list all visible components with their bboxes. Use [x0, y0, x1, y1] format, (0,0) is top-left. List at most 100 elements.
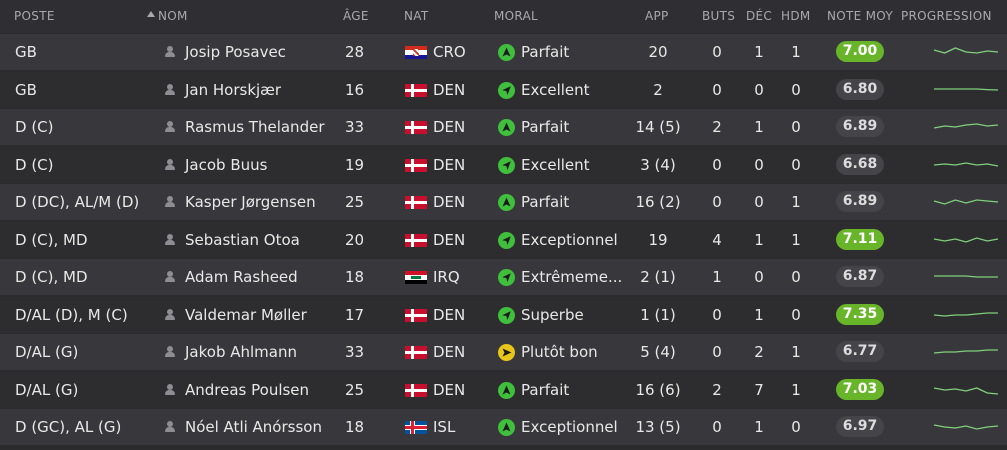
table-row[interactable]: D/AL (G) Andreas Poulsen 25 DEN Parfait 16 (6…	[0, 372, 1007, 408]
player-motm: 1	[791, 381, 801, 399]
player-nationality[interactable]: IRQ	[433, 268, 460, 286]
player-name[interactable]: Jakob Ahlmann	[185, 343, 297, 361]
col-header-app[interactable]: APP	[645, 9, 669, 23]
iraq-flag	[405, 271, 427, 284]
player-age: 18	[345, 268, 365, 286]
progression-line	[933, 312, 998, 317]
player-nationality[interactable]: DEN	[433, 231, 466, 249]
player-name[interactable]: Andreas Poulsen	[185, 381, 310, 399]
col-header-nat[interactable]: NAT	[404, 9, 429, 23]
table-row[interactable]: D/AL (G) Jakob Ahlmann 33 DEN Plutôt bon 5 (4…	[0, 334, 1007, 370]
player-name[interactable]: Sebastian Otoa	[185, 231, 300, 249]
progression-line	[933, 387, 999, 395]
player-name[interactable]: Adam Rasheed	[185, 268, 298, 286]
player-appearances: 13 (5)	[635, 418, 681, 436]
player-morale: Excellent	[521, 81, 590, 99]
player-assists: 7	[754, 381, 764, 399]
player-name[interactable]: Valdemar Møller	[185, 306, 307, 324]
person-icon	[164, 384, 175, 396]
player-name[interactable]: Josip Posavec	[185, 43, 286, 61]
average-rating-badge: 6.68	[836, 154, 884, 175]
player-position: D/AL (G)	[15, 381, 79, 399]
col-header-hdm[interactable]: HDM	[781, 9, 811, 23]
table-row[interactable]: D (DC), AL/M (D) Kasper Jørgensen 25 DEN Par…	[0, 184, 1007, 220]
morale-up-icon	[498, 44, 515, 61]
player-position: GB	[15, 81, 37, 99]
player-assists: 0	[754, 156, 764, 174]
player-goals: 2	[712, 381, 722, 399]
player-appearances: 14 (5)	[635, 118, 681, 136]
player-name[interactable]: Rasmus Thelander	[185, 118, 325, 136]
sort-ascending-icon	[147, 11, 155, 17]
player-nationality[interactable]: CRO	[433, 43, 466, 61]
player-goals: 0	[712, 156, 722, 174]
table-row[interactable]: GB Josip Posavec 28 CRO Parfait 20 0 1 1 7.00	[0, 34, 1007, 70]
col-header-buts[interactable]: BUTS	[702, 9, 736, 23]
player-nationality[interactable]: DEN	[433, 156, 466, 174]
player-appearances: 20	[648, 43, 668, 61]
table-row[interactable]: GB Jan Horskjær 16 DEN Excellent 2 0 0 0 6.80	[0, 72, 1007, 108]
progression-line	[934, 88, 999, 91]
player-name[interactable]: Jan Horskjær	[185, 81, 282, 99]
player-position: D (C)	[15, 118, 54, 136]
col-header-note-moy[interactable]: NOTE MOY	[827, 9, 894, 23]
player-nationality[interactable]: DEN	[433, 381, 466, 399]
player-nationality[interactable]: DEN	[433, 118, 466, 136]
player-motm: 0	[791, 156, 801, 174]
progression-sparkline	[933, 424, 999, 430]
table-row[interactable]: D (C), MD Sebastian Otoa 20 DEN Exceptionnel…	[0, 222, 1007, 258]
player-goals: 0	[712, 418, 722, 436]
col-header-nom[interactable]: NOM	[158, 9, 188, 23]
player-assists: 0	[754, 193, 764, 211]
denmark-flag	[405, 159, 427, 172]
progression-line	[933, 199, 999, 205]
player-age: 20	[345, 231, 365, 249]
player-nationality[interactable]: DEN	[433, 193, 466, 211]
col-header-progression[interactable]: PROGRESSION	[901, 9, 992, 23]
col-header-age[interactable]: ÂGE	[343, 9, 369, 23]
player-age: 16	[345, 81, 365, 99]
denmark-flag	[405, 84, 427, 97]
player-name[interactable]: Kasper Jørgensen	[185, 193, 316, 211]
player-position: D (C), MD	[15, 231, 88, 249]
player-morale: Excellent	[521, 156, 590, 174]
player-morale: Parfait	[521, 118, 570, 136]
morale-upright-icon	[498, 82, 515, 99]
table-row[interactable]: D (C) Jacob Buus 19 DEN Excellent 3 (4) 0 0 0 6.6…	[0, 147, 1007, 183]
player-assists: 1	[754, 231, 764, 249]
progression-sparkline	[933, 199, 999, 205]
player-motm: 0	[791, 418, 801, 436]
average-rating-badge: 6.77	[836, 341, 884, 362]
denmark-flag	[405, 346, 427, 359]
col-header-moral[interactable]: MORAL	[494, 9, 539, 23]
person-icon	[164, 271, 175, 283]
person-icon	[164, 196, 175, 208]
table-row[interactable]: D/AL (D), M (C) Valdemar Møller 17 DEN Super…	[0, 297, 1007, 333]
player-appearances: 2 (1)	[640, 268, 676, 286]
table-row[interactable]: D (C) Rasmus Thelander 33 DEN Parfait 14 (5) 2…	[0, 109, 1007, 145]
player-nationality[interactable]: DEN	[433, 81, 466, 99]
col-header-poste[interactable]: POSTE	[14, 9, 55, 23]
player-morale: Exceptionnel	[521, 418, 618, 436]
average-rating-badge: 7.03	[836, 379, 884, 400]
player-goals: 4	[712, 231, 722, 249]
player-appearances: 16 (2)	[635, 193, 681, 211]
average-rating-badge: 6.80	[836, 79, 884, 100]
player-nationality[interactable]: DEN	[433, 343, 466, 361]
col-header-dec[interactable]: DÉC	[746, 9, 773, 23]
player-name[interactable]: Nóel Atli Anórsson	[185, 418, 322, 436]
player-appearances: 5 (4)	[640, 343, 676, 361]
table-row[interactable]: D (C), MD Adam Rasheed 18 IRQ Extrêmeme... 2 …	[0, 259, 1007, 295]
person-icon	[164, 159, 175, 171]
player-morale: Extrêmeme...	[521, 268, 623, 286]
player-nationality[interactable]: ISL	[433, 418, 456, 436]
morale-upright-icon	[498, 232, 515, 249]
player-position: D (DC), AL/M (D)	[15, 193, 140, 211]
table-row[interactable]: D (GC), AL (G) Nóel Atli Anórsson 18 ISL Exc…	[0, 409, 1007, 445]
player-nationality[interactable]: DEN	[433, 306, 466, 324]
morale-up-icon	[498, 119, 515, 136]
player-name[interactable]: Jacob Buus	[185, 156, 268, 174]
player-motm: 1	[791, 231, 801, 249]
progression-line	[933, 162, 999, 167]
